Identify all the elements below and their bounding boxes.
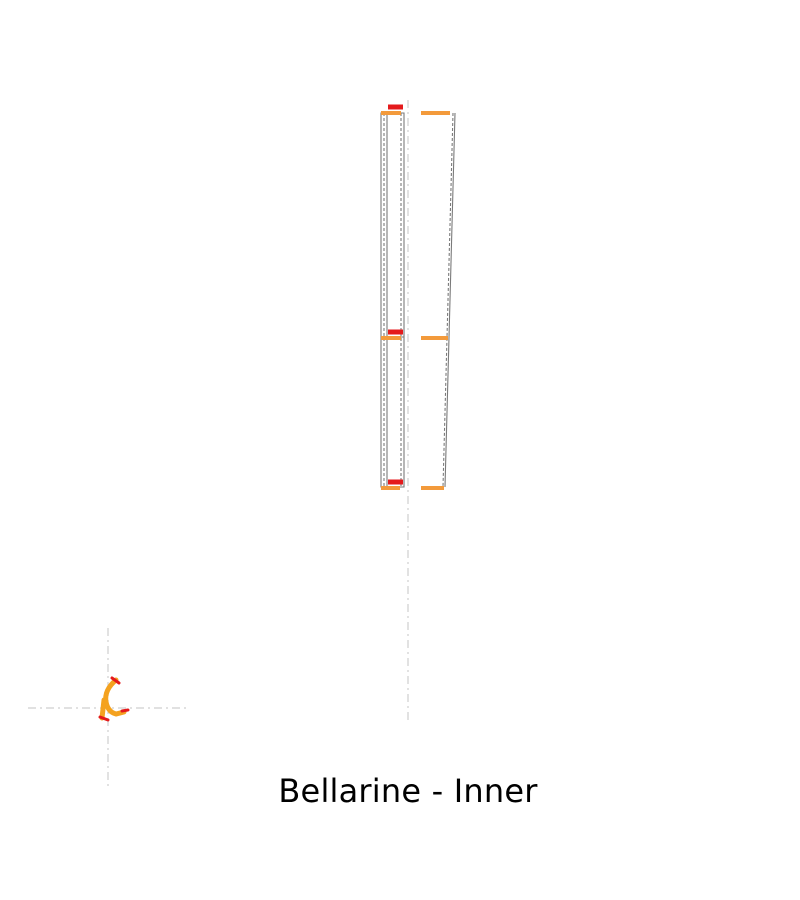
left-column-outline: [380, 112, 405, 488]
left-orange-segments: [381, 111, 401, 490]
right-orange-segments: [421, 111, 450, 490]
right-column-outline: [442, 112, 456, 488]
left-red-segments: [388, 104, 403, 485]
diagram-caption: Bellarine - Inner: [278, 772, 538, 810]
compass-icon: [98, 676, 130, 722]
